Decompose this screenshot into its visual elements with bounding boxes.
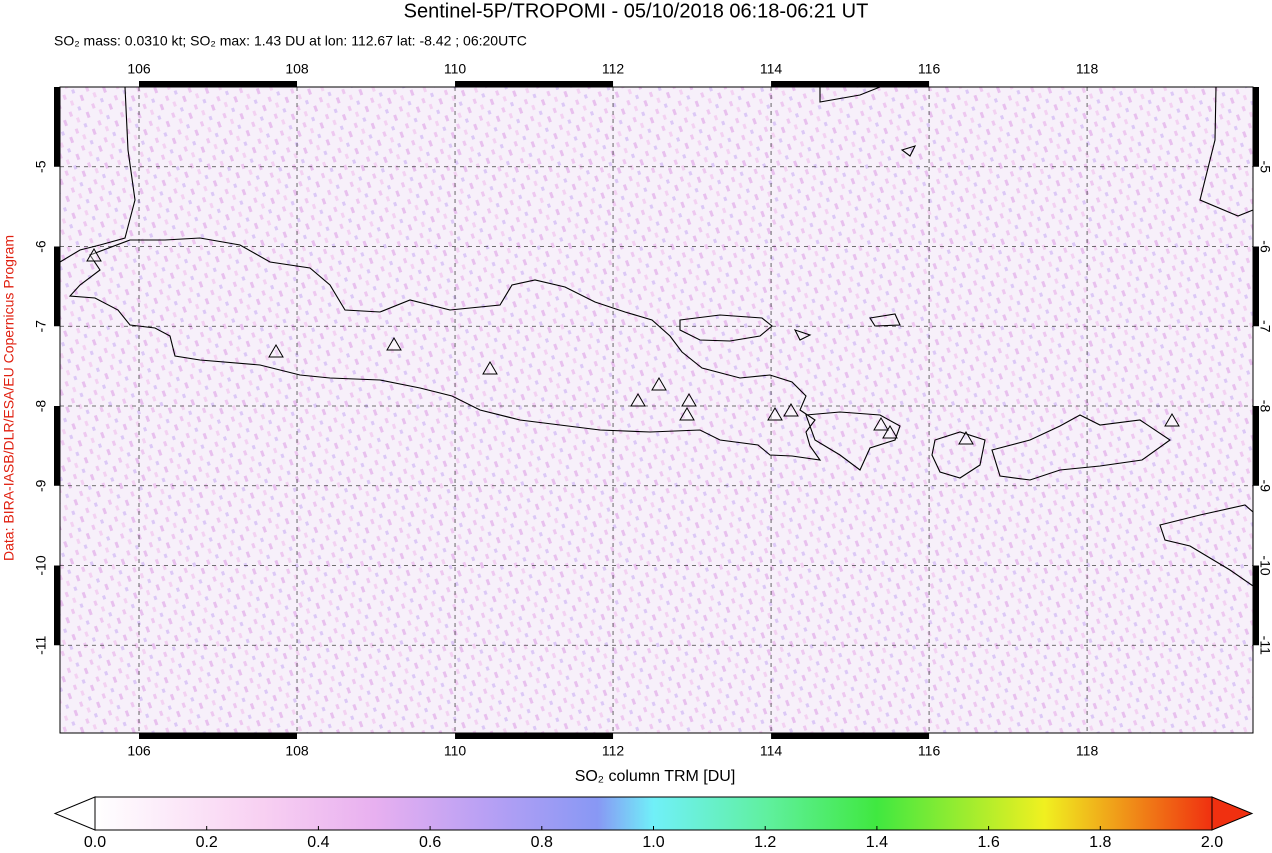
coastline-lombok	[931, 431, 986, 479]
lat-label-left: -11	[33, 635, 49, 654]
lat-label-right: -10	[1257, 555, 1272, 575]
frame-segment	[139, 81, 298, 87]
lon-label-top: 108	[285, 61, 309, 77]
coastline-madura	[679, 314, 773, 342]
lon-label-top: 106	[127, 61, 151, 77]
lat-label-right: -9	[1257, 480, 1272, 493]
lon-label-top: 116	[918, 61, 941, 77]
lon-label-top: 110	[444, 61, 467, 77]
lat-label-left: -6	[33, 240, 49, 253]
volcanoes	[86, 248, 1180, 445]
colorbar	[53, 796, 1254, 831]
map	[59, 86, 1254, 734]
colorbar-tick-label: 0.0	[84, 834, 106, 851]
frame-segment	[54, 565, 60, 646]
lon-label-top: 114	[760, 61, 783, 77]
lat-label-left: -8	[33, 400, 49, 413]
coastline-sulawesi	[1199, 86, 1254, 217]
colorbar-tick-label: 0.8	[531, 834, 553, 851]
lat-label-right: -6	[1257, 240, 1272, 253]
colorbar-tick-label: 1.6	[977, 834, 999, 851]
coastline-islands	[793, 145, 917, 341]
colorbar-tick-label: 0.2	[196, 834, 218, 851]
frame-segment	[455, 733, 614, 739]
frame-segment	[1253, 246, 1259, 327]
colorbar-tick-label: 0.6	[419, 834, 441, 851]
lon-label-bottom: 110	[444, 743, 467, 759]
lon-label-top: 118	[1076, 61, 1099, 77]
lat-label-right: -8	[1257, 400, 1272, 413]
volcano	[86, 248, 1180, 445]
lon-label-bottom: 118	[1076, 743, 1099, 759]
lon-label-bottom: 112	[602, 743, 625, 759]
frame-segment	[54, 406, 60, 486]
coastline-java	[68, 237, 822, 461]
lat-label-right: -5	[1257, 161, 1272, 174]
coastline-sumbawa	[991, 414, 1171, 481]
lon-label-bottom: 108	[285, 743, 309, 759]
frame-segment	[1253, 87, 1259, 167]
lat-label-right: -7	[1257, 320, 1272, 333]
frame-segment	[771, 81, 930, 87]
subtitle: SO₂ mass: 0.0310 kt; SO₂ max: 1.43 DU at…	[54, 33, 527, 49]
colorbar-scale	[94, 796, 1213, 831]
frame-segment	[54, 246, 60, 327]
lat-label-left: -10	[33, 555, 49, 575]
lon-label-bottom: 114	[760, 743, 783, 759]
lat-label-left: -5	[33, 160, 49, 173]
colorbar-tick-label: 0.4	[307, 834, 329, 851]
colorbar-label: SO₂ column TRM [DU]	[575, 768, 736, 785]
title: Sentinel-5P/TROPOMI - 05/10/2018 06:18-0…	[404, 0, 869, 22]
frame-segment	[771, 733, 930, 739]
frame-segment	[54, 87, 60, 167]
coastline-sumatra	[59, 86, 136, 263]
lon-label-top: 112	[602, 61, 625, 77]
colorbar-tick-label: 1.4	[866, 834, 888, 851]
frame-segment	[455, 81, 614, 87]
colorbar-tick-label: 1.0	[642, 834, 664, 851]
colorbar-tick-label: 2.0	[1201, 834, 1223, 851]
colorbar-arrow-high	[1211, 796, 1254, 831]
lat-label-left: -7	[33, 320, 49, 333]
colorbar-tick-label: 1.2	[754, 834, 776, 851]
coastline-bali	[805, 411, 901, 471]
credit: Data: BIRA-IASB/DLR/ESA/EU Copernicus Pr…	[1, 235, 17, 561]
colorbar-arrow-low	[53, 796, 96, 831]
frame-segment	[139, 733, 298, 739]
frame-segment	[1253, 565, 1259, 646]
lon-label-bottom: 116	[918, 743, 941, 759]
map-background	[60, 87, 1253, 733]
lat-label-right: -11	[1257, 636, 1272, 655]
frame-segment	[1253, 406, 1259, 486]
coastline-borneo	[819, 86, 881, 103]
lat-label-left: -9	[33, 479, 49, 492]
lon-label-bottom: 106	[127, 743, 151, 759]
colorbar-tick-label: 1.8	[1089, 834, 1111, 851]
